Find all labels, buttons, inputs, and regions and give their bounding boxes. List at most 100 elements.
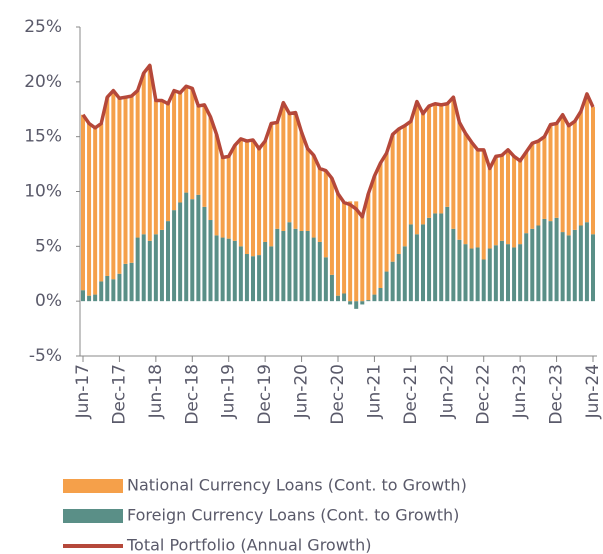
bar <box>396 128 401 255</box>
bar <box>506 149 510 245</box>
bar <box>372 294 377 302</box>
bar <box>530 143 535 229</box>
bar <box>99 281 104 302</box>
bar <box>214 134 219 236</box>
x-tick-label: Jun-24 <box>583 364 603 419</box>
legend-label: National Currency Loans (Cont. to Growth… <box>127 476 467 495</box>
bar <box>196 105 201 195</box>
bar <box>147 240 152 302</box>
bar <box>348 301 353 305</box>
bar <box>323 257 328 302</box>
bar <box>463 244 468 302</box>
legend-label: Total Portfolio (Annual Growth) <box>126 536 371 554</box>
bar <box>147 65 152 241</box>
bar <box>414 234 419 302</box>
bar <box>584 222 589 302</box>
bar <box>354 301 359 309</box>
bar <box>408 121 413 225</box>
bar <box>275 122 280 229</box>
bar <box>506 244 510 302</box>
bar <box>226 156 231 239</box>
bar <box>548 124 553 222</box>
bar <box>329 178 334 275</box>
bar <box>190 88 195 200</box>
bar <box>214 235 219 302</box>
bar <box>342 293 347 302</box>
bar <box>111 90 116 280</box>
bar <box>153 100 158 235</box>
bar <box>469 248 474 302</box>
bar <box>287 222 292 302</box>
bar <box>311 237 316 302</box>
bar <box>269 123 274 247</box>
bar <box>317 168 322 242</box>
bar <box>572 121 577 230</box>
bar <box>238 246 243 302</box>
bar <box>257 255 262 302</box>
bar <box>591 234 595 302</box>
x-tick-label: Jun-18 <box>146 364 166 419</box>
bar <box>360 213 365 302</box>
bar <box>305 148 310 231</box>
bar <box>518 244 523 302</box>
x-tick-label: Jun-17 <box>73 364 93 419</box>
bar <box>493 245 498 302</box>
bar <box>123 97 128 264</box>
bar <box>244 141 249 255</box>
bar <box>390 134 395 262</box>
x-tick-label: Dec-19 <box>255 364 275 425</box>
bar <box>366 193 371 301</box>
bar <box>402 246 407 302</box>
bar <box>414 101 419 235</box>
bar <box>323 170 328 258</box>
bar <box>499 240 504 302</box>
bar <box>396 254 401 302</box>
bar <box>445 103 450 207</box>
bar <box>402 125 407 247</box>
bar <box>378 288 383 302</box>
bar <box>584 93 589 223</box>
bar <box>135 237 140 302</box>
bar <box>524 233 529 302</box>
bar <box>560 232 565 302</box>
bar <box>226 238 231 302</box>
bar <box>232 145 237 241</box>
bar <box>129 96 134 263</box>
bar <box>238 138 243 247</box>
bar <box>354 201 359 302</box>
bar <box>439 104 444 214</box>
bar <box>87 123 92 296</box>
bar <box>360 301 365 305</box>
x-tick-label: Jun-19 <box>219 364 239 419</box>
bar <box>512 156 517 248</box>
bar <box>135 90 140 238</box>
bar <box>299 132 304 231</box>
y-tick-label: 20% <box>24 72 62 92</box>
x-tick-label: Dec-23 <box>547 364 567 425</box>
bar <box>251 139 255 257</box>
bar <box>275 228 280 302</box>
bar <box>159 229 164 302</box>
bar <box>299 230 304 302</box>
bar <box>269 246 274 302</box>
y-tick-label: 10% <box>24 182 62 202</box>
bar <box>178 202 183 302</box>
bar <box>208 116 213 221</box>
bar <box>481 259 486 302</box>
bar <box>153 234 158 302</box>
y-tick-label: 25% <box>24 17 62 37</box>
y-tick-label: 15% <box>24 127 62 147</box>
bar <box>566 125 571 236</box>
bar <box>293 112 298 229</box>
bar <box>384 271 389 302</box>
bar <box>421 224 425 302</box>
bar <box>439 213 444 302</box>
bar <box>208 220 213 302</box>
bar <box>190 199 195 302</box>
line <box>81 63 595 219</box>
bar <box>329 274 334 302</box>
bar <box>117 273 122 302</box>
bar <box>554 217 559 302</box>
y-tick-label: 5% <box>35 236 62 256</box>
